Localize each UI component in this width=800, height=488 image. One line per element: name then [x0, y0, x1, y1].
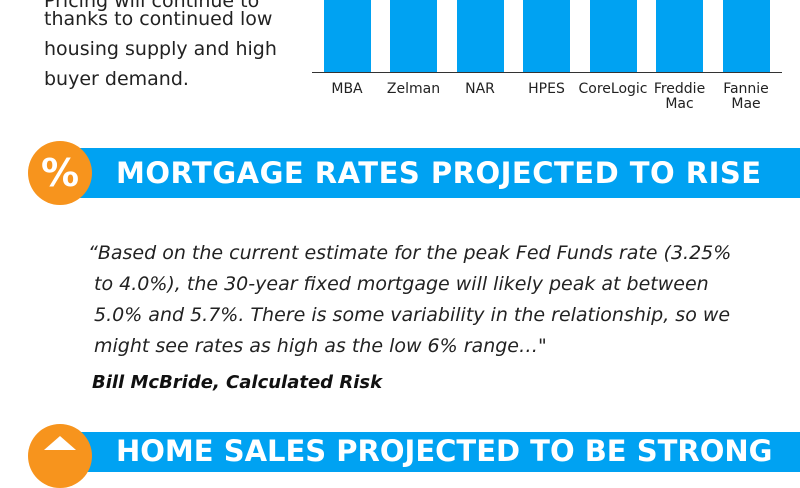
forecast-bar-chart: MBA Zelman NAR HPES CoreLogic Freddie Mac Fanni…	[312, 0, 782, 120]
chart-tick-label: NAR	[465, 81, 495, 97]
chart-bar	[523, 0, 570, 72]
chart-tick-label: Fannie Mae	[723, 81, 769, 112]
intro-paragraph: Pricing will continue to thanks to conti…	[44, 0, 304, 94]
intro-line: Pricing will continue to	[44, 0, 260, 12]
intro-line: buyer demand.	[44, 68, 189, 90]
chart-baseline	[312, 72, 782, 73]
section-title-2: HOME SALES PROJECTED TO BE STRONG	[116, 434, 773, 468]
chart-tick-label: Zelman	[386, 81, 441, 97]
chart-bar	[456, 0, 504, 72]
section-banner: MORTGAGE RATES PROJECTED TO RISE	[44, 148, 800, 198]
quote-line: to 4.0%), the 30-year fixed mortgage wil…	[94, 273, 709, 295]
chart-bar	[589, 0, 637, 72]
section-title: MORTGAGE RATES PROJECTED TO RISE	[116, 156, 762, 190]
chart-tick-label: MBA	[331, 81, 363, 97]
quote-line: might see rates as high as the low 6% ra…	[94, 335, 547, 357]
quote-attribution: Bill McBride, Calculated Risk	[92, 372, 383, 393]
chart-tick-label: Freddie Mac	[653, 81, 706, 112]
chart-bar	[323, 0, 371, 72]
chart-bar	[656, 0, 703, 72]
percent-icon: %	[28, 141, 92, 205]
chart-tick-label: CoreLogic	[578, 81, 648, 97]
chart-tick-label: HPES	[528, 81, 565, 97]
chart-bar	[722, 0, 770, 72]
home-badge	[28, 424, 92, 488]
intro-line: thanks to continued low	[44, 8, 273, 30]
quote-line: 5.0% and 5.7%. There is some variability…	[94, 304, 731, 326]
quote-line: “Based on the current estimate for the p…	[88, 242, 732, 264]
section-banner-2: HOME SALES PROJECTED TO BE STRONG	[44, 432, 800, 472]
intro-line: housing supply and high	[44, 38, 277, 60]
quote-block: “Based on the current estimate for the p…	[88, 238, 748, 362]
home-icon	[44, 436, 76, 450]
chart-bar	[390, 0, 437, 72]
